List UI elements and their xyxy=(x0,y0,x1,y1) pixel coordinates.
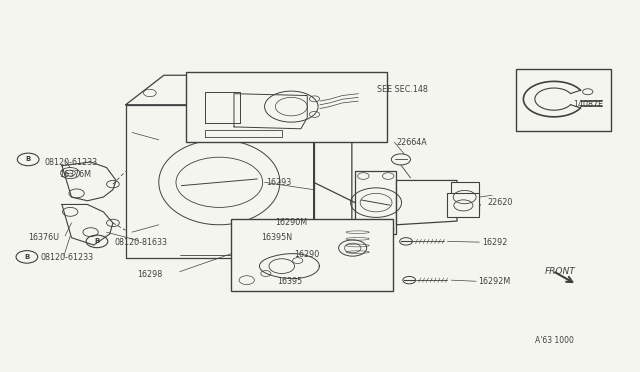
Text: 16298: 16298 xyxy=(137,270,163,279)
Text: 08120-61233: 08120-61233 xyxy=(41,253,94,263)
Polygon shape xyxy=(205,92,241,123)
Text: B: B xyxy=(94,238,100,244)
Text: 14087E: 14087E xyxy=(573,100,604,109)
Text: 16395: 16395 xyxy=(276,277,302,286)
Text: B: B xyxy=(24,254,29,260)
Bar xyxy=(451,182,479,212)
Text: SEE SEC.148: SEE SEC.148 xyxy=(378,85,428,94)
Circle shape xyxy=(399,238,412,245)
Text: 16292M: 16292M xyxy=(478,278,510,286)
Text: FRONT: FRONT xyxy=(544,267,575,276)
Text: 22664A: 22664A xyxy=(396,138,428,147)
Circle shape xyxy=(403,276,415,284)
Text: 08120-61233: 08120-61233 xyxy=(45,157,98,167)
Text: 16290M: 16290M xyxy=(275,218,307,227)
Text: 16376M: 16376M xyxy=(59,170,91,179)
Bar xyxy=(516,69,611,131)
Text: 16290: 16290 xyxy=(294,250,320,259)
Text: 22620: 22620 xyxy=(487,198,513,207)
Text: 08120-81633: 08120-81633 xyxy=(115,238,168,247)
Bar xyxy=(447,193,479,217)
Text: 16395N: 16395N xyxy=(261,233,292,242)
Text: 16376U: 16376U xyxy=(28,233,60,242)
Bar xyxy=(186,71,387,142)
Bar xyxy=(231,219,394,291)
Text: A'63 1000: A'63 1000 xyxy=(536,336,574,345)
Text: B: B xyxy=(26,156,31,163)
Text: 16293: 16293 xyxy=(266,178,291,187)
Text: 16292: 16292 xyxy=(482,238,508,247)
